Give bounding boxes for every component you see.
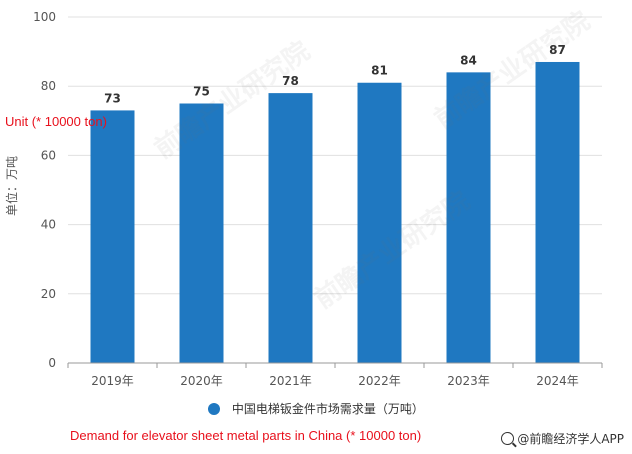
data-label: 73	[104, 91, 121, 105]
source: @前瞻经济学人APP	[501, 430, 624, 447]
gridlines	[68, 16, 602, 295]
y-tick-label: 100	[33, 10, 56, 24]
bar	[90, 110, 135, 363]
x-tick-label: 2021年	[269, 374, 312, 388]
caption: Demand for elevator sheet metal parts in…	[70, 428, 422, 443]
x-tick-label: 2024年	[536, 374, 579, 388]
bars	[90, 61, 580, 364]
y-tick-label: 60	[41, 148, 56, 162]
bar	[179, 103, 224, 363]
data-labels: 73 75 78 81 84 87	[104, 43, 566, 105]
y-tick-label: 40	[41, 218, 56, 232]
search-icon	[501, 432, 515, 445]
x-tick-label: 2022年	[358, 374, 401, 388]
legend: 中国电梯钣金件市场需求量（万吨）	[0, 400, 632, 417]
x-axis-ticks: 2019年 2020年 2021年 2022年 2023年 2024年	[67, 363, 603, 388]
data-label: 87	[549, 43, 566, 57]
bar	[357, 82, 402, 364]
y-axis-label: 单位：万吨	[4, 156, 19, 216]
x-tick-label: 2020年	[180, 374, 223, 388]
bar	[268, 93, 313, 364]
bar	[446, 72, 491, 364]
bar	[535, 61, 580, 363]
data-label: 75	[193, 85, 210, 99]
data-label: 81	[371, 64, 388, 78]
y-tick-label: 0	[48, 356, 56, 370]
y-axis-ticks: 0 20 40 60 80 100	[33, 10, 56, 370]
x-tick-label: 2019年	[91, 374, 134, 388]
source-label: @前瞻经济学人APP	[517, 432, 624, 446]
legend-dot-icon	[208, 403, 221, 415]
legend-label: 中国电梯钣金件市场需求量（万吨）	[231, 402, 424, 416]
x-tick-label: 2023年	[447, 374, 490, 388]
y-tick-label: 80	[41, 79, 56, 93]
y-tick-label: 20	[41, 287, 56, 301]
data-label: 84	[460, 53, 477, 67]
unit-note: Unit (* 10000 ton)	[5, 114, 107, 129]
data-label: 78	[282, 74, 299, 88]
